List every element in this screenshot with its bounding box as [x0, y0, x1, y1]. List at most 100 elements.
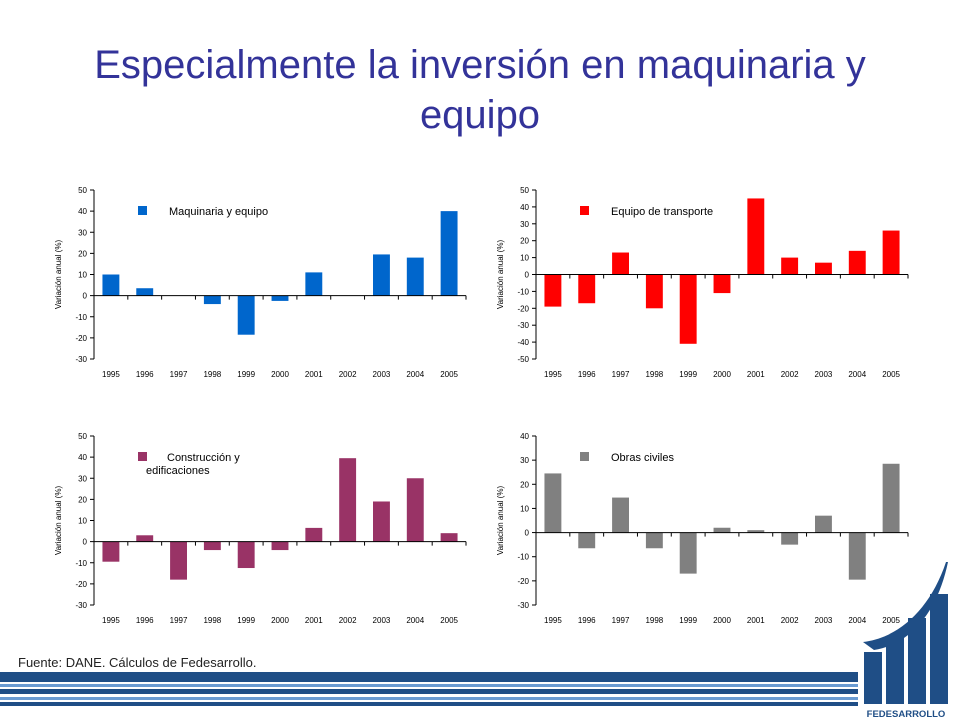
y-tick-label: -10	[75, 559, 87, 568]
bar	[578, 274, 596, 304]
legend-swatch	[580, 452, 589, 461]
x-tick-label: 1995	[102, 616, 120, 625]
y-tick-label: 20	[78, 495, 87, 504]
logo-bar	[886, 636, 904, 704]
bar	[544, 473, 562, 533]
x-tick-label: 2002	[781, 616, 799, 625]
x-tick-label: 2004	[848, 370, 866, 379]
legend-label: Maquinaria y equipo	[169, 206, 268, 218]
bar	[136, 535, 154, 542]
y-tick-label: -10	[517, 553, 529, 562]
y-tick-label: 30	[78, 228, 87, 237]
bar	[679, 274, 697, 344]
legend-swatch	[138, 452, 147, 461]
y-axis-label: Variación anual (%)	[54, 240, 63, 310]
chart-construccion-y-edificaciones: -30 -20 -10 0 10 20 30 40 50 1995 1996 1997 1998 1999…	[54, 432, 467, 625]
footer-band-light	[0, 697, 858, 700]
y-tick-label: 10	[78, 271, 87, 280]
bar	[848, 532, 866, 580]
bar	[544, 274, 562, 307]
x-tick-label: 1995	[544, 370, 562, 379]
y-tick-label: -20	[517, 304, 529, 313]
y-tick-label: -50	[517, 355, 529, 364]
chart-obras-civiles: -30 -20 -10 0 10 20 30 40 1995 1996 1997 1998 1999 20…	[496, 432, 909, 625]
y-tick-label: 20	[520, 480, 529, 489]
y-tick-label: 40	[78, 453, 87, 462]
y-axis-label: Variación anual (%)	[496, 240, 505, 310]
y-tick-label: 50	[520, 186, 529, 195]
x-tick-label: 1999	[679, 616, 697, 625]
x-tick-label: 1996	[578, 370, 596, 379]
y-tick-label: 50	[78, 432, 87, 441]
y-tick-label: -10	[517, 287, 529, 296]
y-tick-label: -30	[75, 601, 87, 610]
bar	[713, 527, 731, 533]
bar	[271, 295, 289, 301]
bar	[271, 541, 289, 551]
bar	[815, 262, 832, 275]
x-tick-label: 1998	[203, 616, 221, 625]
bar	[781, 257, 799, 275]
x-tick-label: 2001	[305, 616, 323, 625]
y-tick-label: 0	[525, 271, 530, 280]
chart-maquinaria-y-equipo: -30 -20 -10 0 10 20 30 40 50 1995 1996 1997 1998 1999…	[54, 186, 467, 379]
bar	[237, 295, 255, 335]
chart-equipo-de-transporte: -50 -40 -30 -20 -10 0 10 20 30 40 50 1995 1996 1997 19…	[496, 186, 909, 379]
y-tick-label: -30	[517, 601, 529, 610]
bar	[882, 463, 900, 533]
bar	[406, 257, 424, 296]
bar	[373, 254, 390, 296]
x-tick-label: 2000	[713, 370, 731, 379]
bar	[102, 541, 120, 562]
y-axis-label: Variación anual (%)	[54, 486, 63, 556]
bar	[612, 497, 629, 533]
bar	[102, 274, 120, 296]
slide-title: Especialmente la inversión en maquinaria…	[94, 43, 866, 137]
bar	[170, 541, 187, 580]
y-tick-label: 40	[520, 203, 529, 212]
y-tick-label: 40	[78, 207, 87, 216]
y-tick-label: 0	[525, 529, 530, 538]
y-tick-label: 40	[520, 432, 529, 441]
x-tick-label: 2004	[406, 616, 424, 625]
legend-label: Construcción y	[167, 452, 240, 464]
bar	[645, 532, 663, 549]
y-tick-label: 50	[78, 186, 87, 195]
bar	[339, 458, 357, 542]
y-tick-label: 30	[78, 474, 87, 483]
y-tick-label: 30	[520, 220, 529, 229]
y-tick-label: 10	[78, 517, 87, 526]
x-tick-label: 2001	[305, 370, 323, 379]
x-tick-label: 1996	[136, 616, 154, 625]
logo-bar	[864, 652, 882, 704]
legend-label: Obras civiles	[611, 452, 674, 464]
x-tick-label: 1996	[136, 370, 154, 379]
x-tick-label: 1997	[170, 616, 188, 625]
bar	[305, 272, 323, 296]
bar	[848, 250, 866, 275]
bar	[136, 288, 154, 296]
y-tick-label: -20	[75, 334, 87, 343]
bar	[203, 295, 221, 305]
bar	[406, 478, 424, 542]
bar	[679, 532, 697, 574]
x-tick-label: 2002	[781, 370, 799, 379]
x-tick-label: 1999	[237, 616, 255, 625]
x-tick-label: 2005	[882, 370, 900, 379]
bar	[440, 533, 458, 542]
x-tick-label: 1995	[102, 370, 120, 379]
y-tick-label: 20	[520, 237, 529, 246]
x-tick-label: 1997	[612, 370, 630, 379]
x-tick-label: 1995	[544, 616, 562, 625]
x-tick-label: 1998	[645, 370, 663, 379]
x-tick-label: 1999	[679, 370, 697, 379]
x-tick-label: 2004	[848, 616, 866, 625]
x-tick-label: 2003	[373, 370, 391, 379]
x-tick-label: 1999	[237, 370, 255, 379]
bar	[781, 532, 799, 545]
logo-bar	[908, 618, 926, 704]
x-tick-label: 2001	[747, 616, 765, 625]
x-tick-label: 2003	[373, 616, 391, 625]
x-tick-label: 1997	[170, 370, 188, 379]
y-tick-label: -20	[517, 577, 529, 586]
